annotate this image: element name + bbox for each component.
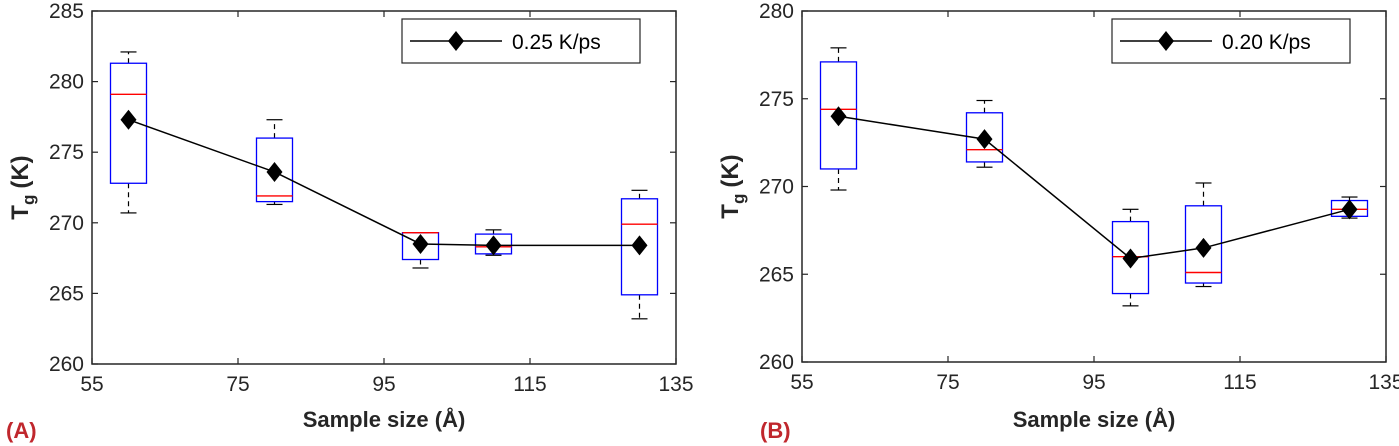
panel-b-x-axis-label: Sample size (Å) <box>1013 406 1176 432</box>
panel-a: 55 75 95 115 135 260 265 270 275 280 285 0.25 K/ps… <box>6 0 694 443</box>
panel-a-mean-series <box>120 109 648 256</box>
box-iqr <box>620 198 659 296</box>
y-tick-label: 265 <box>759 263 794 286</box>
panel-a-boxplots <box>109 51 659 320</box>
y-tick-label: 260 <box>49 353 84 376</box>
y-tick-label: 270 <box>49 212 84 235</box>
boxplot <box>401 231 440 269</box>
x-tick-label: 95 <box>372 373 395 396</box>
mean-diamond-marker <box>830 106 847 127</box>
x-tick-label: 75 <box>226 373 249 396</box>
boxplot <box>1184 182 1223 288</box>
box-iqr <box>819 61 858 170</box>
panel-a-axes-box <box>91 10 677 365</box>
box-iqr <box>1184 205 1223 284</box>
panel-b-y-axis-label: Tg (K) <box>717 154 748 218</box>
panel-b-legend-label: 0.20 K/ps <box>1222 31 1311 54</box>
panel-b-y-axis-label-main: T <box>717 204 744 219</box>
x-tick-label: 115 <box>513 373 546 396</box>
panel-a-legend: 0.25 K/ps <box>401 18 641 64</box>
y-tick-label: 270 <box>759 176 794 199</box>
panel-a-y-axis-label-unit: (K) <box>7 155 34 188</box>
y-tick-label: 265 <box>49 282 84 305</box>
x-tick-label: 55 <box>80 373 103 396</box>
y-tick-label: 275 <box>49 141 84 164</box>
panel-b-ticks: 55 75 95 115 135 260 265 270 275 280 <box>759 0 1399 394</box>
panel-b: 55 75 95 115 135 260 265 270 275 280 0.20 K/ps Sa… <box>717 0 1399 443</box>
x-tick-label: 135 <box>658 373 693 396</box>
mean-diamond-marker <box>412 233 429 254</box>
mean-diamond-marker <box>976 129 993 150</box>
panel-b-legend: 0.20 K/ps <box>1111 18 1351 64</box>
panel-a-x-axis-label: Sample size (Å) <box>303 406 466 432</box>
panel-a-legend-label: 0.25 K/ps <box>512 31 601 54</box>
x-tick-label: 95 <box>1082 371 1105 394</box>
mean-diamond-marker <box>266 161 283 182</box>
boxplot <box>109 51 148 214</box>
boxplot <box>255 119 294 206</box>
panel-a-legend-diamond-marker <box>448 31 464 51</box>
x-tick-label: 135 <box>1368 371 1399 394</box>
mean-diamond-marker <box>1122 248 1139 269</box>
box-iqr <box>255 137 294 203</box>
mean-diamond-marker <box>485 235 502 256</box>
panel-b-y-axis-label-subscript: g <box>729 194 748 204</box>
panel-b-mean-series <box>830 106 1358 269</box>
y-tick-label: 280 <box>759 0 794 23</box>
y-tick-label: 260 <box>759 351 794 374</box>
x-tick-label: 55 <box>790 371 813 394</box>
box-iqr <box>965 112 1004 163</box>
panel-b-axes-box <box>801 10 1387 363</box>
boxplot <box>965 99 1004 168</box>
panel-a-y-axis-label: Tg (K) <box>7 155 38 219</box>
x-tick-label: 75 <box>936 371 959 394</box>
panel-a-y-axis-label-subscript: g <box>19 195 38 205</box>
panel-b-legend-diamond-marker <box>1158 31 1174 51</box>
boxplot <box>620 189 659 320</box>
y-tick-label: 280 <box>49 71 84 94</box>
panel-a-letter: (A) <box>6 418 37 443</box>
y-tick-label: 285 <box>49 0 84 23</box>
x-tick-label: 115 <box>1223 371 1256 394</box>
panel-a-ticks: 55 75 95 115 135 260 265 270 275 280 285 <box>49 0 694 396</box>
y-tick-label: 275 <box>759 88 794 111</box>
box-iqr <box>109 62 148 184</box>
mean-diamond-marker <box>1341 199 1358 220</box>
panel-b-letter: (B) <box>760 418 791 443</box>
mean-diamond-marker <box>120 109 137 130</box>
panel-b-y-axis-label-unit: (K) <box>717 154 744 187</box>
mean-diamond-marker <box>631 235 648 256</box>
box-iqr <box>1111 220 1150 295</box>
panel-a-y-axis-label-main: T <box>7 205 34 220</box>
mean-diamond-marker <box>1195 237 1212 258</box>
